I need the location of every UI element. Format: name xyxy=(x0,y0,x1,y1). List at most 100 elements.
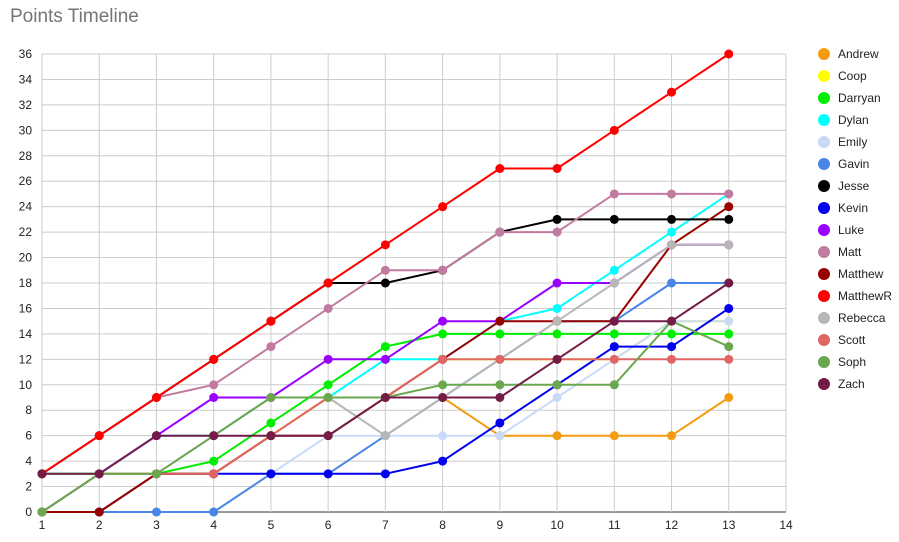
legend-label: Matt xyxy=(838,245,862,259)
data-point xyxy=(438,456,448,466)
y-tick-label: 26 xyxy=(19,174,33,188)
y-tick-label: 6 xyxy=(25,429,32,443)
y-tick-label: 32 xyxy=(19,98,33,112)
legend-label: Gavin xyxy=(838,157,869,171)
data-point xyxy=(667,354,677,364)
legend-swatch xyxy=(818,246,830,258)
data-point xyxy=(552,278,562,288)
y-tick-label: 28 xyxy=(19,149,33,163)
series-matthewr xyxy=(37,49,734,479)
legend-swatch xyxy=(818,70,830,82)
legend-swatch xyxy=(818,158,830,170)
legend-item[interactable]: Andrew xyxy=(818,47,879,61)
data-point xyxy=(94,507,104,517)
data-point xyxy=(209,456,219,466)
legend-label: Rebecca xyxy=(838,311,886,325)
y-tick-label: 2 xyxy=(25,480,32,494)
legend-item[interactable]: Darryan xyxy=(818,91,881,105)
legend-swatch xyxy=(818,180,830,192)
legend-item[interactable]: Matthew xyxy=(818,267,884,281)
legend-label: Soph xyxy=(838,355,866,369)
data-point xyxy=(266,431,276,441)
legend-item[interactable]: Scott xyxy=(818,333,866,347)
data-point xyxy=(667,316,677,326)
legend-item[interactable]: Dylan xyxy=(818,113,869,127)
data-point xyxy=(609,380,619,390)
data-point xyxy=(438,431,448,441)
data-point xyxy=(495,164,505,173)
data-point xyxy=(724,49,734,59)
legend-item[interactable]: MatthewR xyxy=(818,289,892,303)
x-tick-label: 5 xyxy=(268,518,275,532)
legend-label: Dylan xyxy=(838,113,869,127)
data-point xyxy=(209,431,219,441)
data-point xyxy=(323,354,333,364)
legend-swatch xyxy=(818,312,830,324)
data-point xyxy=(724,278,734,288)
y-tick-label: 12 xyxy=(19,352,33,366)
x-tick-label: 6 xyxy=(325,518,332,532)
legend-label: Scott xyxy=(838,333,866,347)
data-point xyxy=(380,431,390,441)
legend-item[interactable]: Jesse xyxy=(818,179,870,193)
legend-item[interactable]: Matt xyxy=(818,245,862,259)
x-tick-label: 1 xyxy=(39,518,46,532)
data-point xyxy=(609,189,619,199)
data-point xyxy=(266,342,276,352)
data-point xyxy=(266,316,276,326)
legend-swatch xyxy=(818,224,830,236)
legend-item[interactable]: Luke xyxy=(818,223,864,237)
chart-series xyxy=(37,49,734,517)
legend-item[interactable]: Coop xyxy=(818,69,867,83)
data-point xyxy=(266,393,276,402)
data-point xyxy=(209,354,219,364)
legend-swatch xyxy=(818,48,830,60)
legend-label: Coop xyxy=(838,69,867,83)
data-point xyxy=(667,87,677,97)
data-point xyxy=(552,164,562,173)
data-point xyxy=(609,265,619,275)
data-point xyxy=(552,431,562,441)
legend-label: Darryan xyxy=(838,91,881,105)
x-tick-label: 3 xyxy=(153,518,160,532)
legend-label: Kevin xyxy=(838,201,868,215)
legend-item[interactable]: Emily xyxy=(818,135,867,149)
legend-label: Zach xyxy=(838,377,865,391)
legend-swatch xyxy=(818,114,830,126)
data-point xyxy=(151,469,161,479)
y-tick-label: 20 xyxy=(19,251,33,265)
legend-item[interactable]: Soph xyxy=(818,355,866,369)
x-tick-label: 10 xyxy=(550,518,564,532)
data-point xyxy=(552,214,562,224)
data-point xyxy=(667,227,677,237)
legend-item[interactable]: Zach xyxy=(818,377,865,391)
data-point xyxy=(667,431,677,441)
legend-item[interactable]: Rebecca xyxy=(818,311,886,325)
data-point xyxy=(495,329,505,339)
y-tick-label: 8 xyxy=(25,403,32,417)
data-point xyxy=(495,418,505,428)
data-point xyxy=(495,380,505,390)
data-point xyxy=(724,393,734,402)
data-point xyxy=(667,278,677,288)
x-tick-label: 14 xyxy=(779,518,793,532)
data-point xyxy=(609,316,619,326)
x-tick-label: 12 xyxy=(665,518,679,532)
series-zach xyxy=(37,278,734,479)
data-point xyxy=(209,380,219,390)
x-tick-label: 7 xyxy=(382,518,389,532)
x-tick-label: 11 xyxy=(608,518,621,532)
legend-swatch xyxy=(818,202,830,214)
data-point xyxy=(37,507,47,517)
x-tick-label: 4 xyxy=(210,518,217,532)
data-point xyxy=(94,469,104,479)
legend-item[interactable]: Gavin xyxy=(818,157,869,171)
data-point xyxy=(380,240,390,250)
y-tick-label: 14 xyxy=(19,327,33,341)
data-point xyxy=(724,342,734,352)
data-point xyxy=(495,354,505,364)
data-point xyxy=(724,202,734,212)
legend-item[interactable]: Kevin xyxy=(818,201,868,215)
y-tick-label: 36 xyxy=(19,47,33,61)
data-point xyxy=(724,354,734,364)
